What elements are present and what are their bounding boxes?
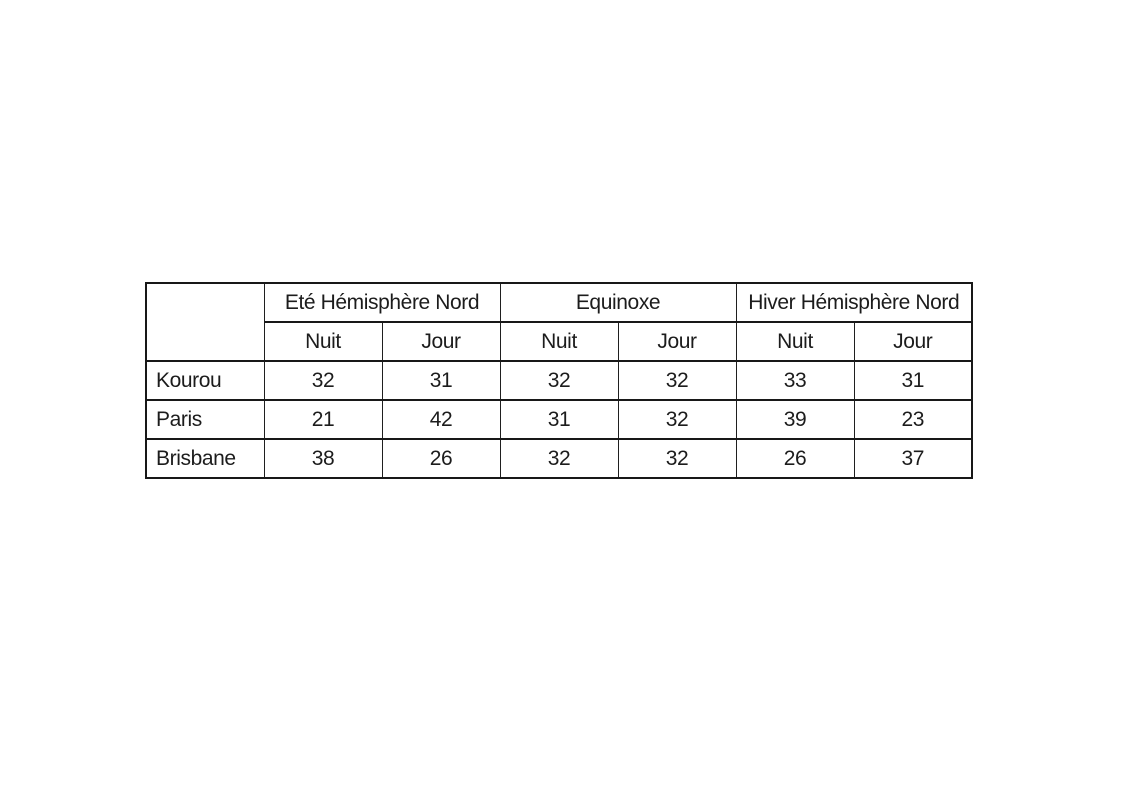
value-cell: 26 [381, 438, 501, 479]
value-cell: 33 [735, 360, 855, 401]
subheader-jour-2: Jour [617, 321, 737, 362]
value-cell: 42 [381, 399, 501, 440]
value-cell: 21 [263, 399, 383, 440]
value-cell: 31 [381, 360, 501, 401]
row-label-paris: Paris [145, 399, 265, 440]
value-cell: 32 [617, 438, 737, 479]
table-row-kourou: Kourou 32 31 32 32 33 31 [145, 360, 973, 401]
subheader-nuit-1: Nuit [263, 321, 383, 362]
value-cell: 26 [735, 438, 855, 479]
value-cell: 31 [853, 360, 973, 401]
column-group-ete-hemisphere-nord: Eté Hémisphère Nord [263, 282, 501, 323]
subheader-nuit-3: Nuit [735, 321, 855, 362]
row-label-brisbane: Brisbane [145, 438, 265, 479]
value-cell: 23 [853, 399, 973, 440]
value-cell: 32 [499, 438, 619, 479]
column-group-hiver-hemisphere-nord: Hiver Hémisphère Nord [735, 282, 973, 323]
row-label-kourou: Kourou [145, 360, 265, 401]
subheader-nuit-2: Nuit [499, 321, 619, 362]
value-cell: 38 [263, 438, 383, 479]
temperature-table: Eté Hémisphère Nord Equinoxe Hiver Hémis… [145, 282, 974, 479]
value-cell: 39 [735, 399, 855, 440]
table-row-paris: Paris 21 42 31 32 39 23 [145, 399, 973, 440]
column-group-equinoxe: Equinoxe [499, 282, 737, 323]
value-cell: 32 [499, 360, 619, 401]
table-corner-cell [145, 282, 265, 362]
value-cell: 31 [499, 399, 619, 440]
value-cell: 32 [263, 360, 383, 401]
value-cell: 32 [617, 399, 737, 440]
value-cell: 37 [853, 438, 973, 479]
subheader-jour-1: Jour [381, 321, 501, 362]
table-subheader-row: Nuit Jour Nuit Jour Nuit Jour [146, 321, 973, 362]
table-row-brisbane: Brisbane 38 26 32 32 26 37 [145, 438, 973, 479]
value-cell: 32 [617, 360, 737, 401]
table-group-header-row: Eté Hémisphère Nord Equinoxe Hiver Hémis… [145, 282, 973, 362]
subheader-jour-3: Jour [853, 321, 973, 362]
